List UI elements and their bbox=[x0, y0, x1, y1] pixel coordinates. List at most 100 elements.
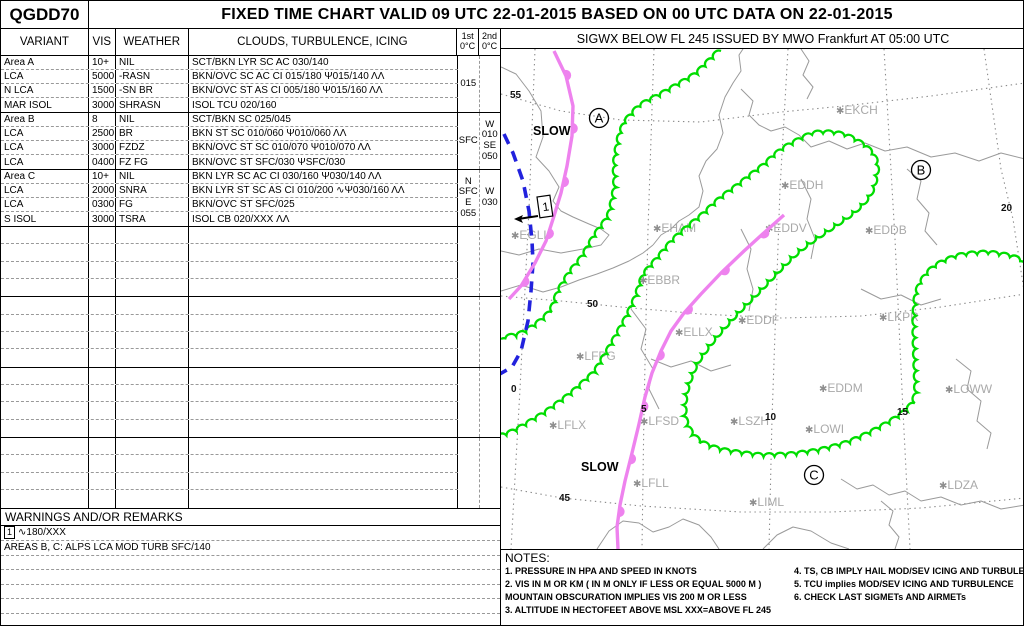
front-movement-label: SLOW bbox=[581, 460, 619, 474]
coastline bbox=[762, 526, 850, 549]
cell-weather bbox=[116, 349, 189, 367]
coastline bbox=[800, 49, 814, 100]
sigwx-area-boundary bbox=[501, 49, 722, 341]
airport-label: ✱EDDH bbox=[781, 178, 823, 192]
table-row bbox=[1, 402, 458, 420]
warm-front-symbol bbox=[546, 228, 554, 239]
cell-vis: 1500 bbox=[89, 84, 116, 97]
cell-weather bbox=[116, 261, 189, 279]
note-item: 5. TCU implies MOD/SEV ICING AND TURBULE… bbox=[793, 579, 1014, 590]
warnings-empty-lines bbox=[1, 556, 500, 626]
table-row bbox=[1, 227, 458, 245]
graticule-line bbox=[883, 49, 911, 549]
cell-clouds bbox=[189, 227, 458, 244]
cell-clouds: BKN/OVC ST SFC/030 ΨSFC/030 bbox=[189, 155, 458, 169]
cell-variant: Area A bbox=[1, 56, 89, 69]
airport-label: ✱LOWI bbox=[805, 422, 844, 436]
cell-clouds bbox=[189, 385, 458, 402]
airport-label: ✱LOWW bbox=[945, 382, 993, 396]
col-header-vis: VIS bbox=[89, 29, 116, 55]
cell-vis: 10+ bbox=[89, 170, 116, 183]
warnings-title: WARNINGS AND/OR REMARKS bbox=[1, 509, 500, 526]
cell-clouds bbox=[189, 402, 458, 419]
coastline bbox=[501, 66, 610, 256]
chart-title: FIXED TIME CHART VALID 09 UTC 22-01-2015… bbox=[221, 5, 893, 23]
trough-line bbox=[501, 133, 535, 376]
cell-weather: FG bbox=[116, 198, 189, 211]
cell-variant bbox=[1, 261, 89, 279]
cell-variant: MAR ISOL bbox=[1, 98, 89, 112]
graticule-label: 45 bbox=[559, 493, 571, 504]
airport-label: ✱EDDB bbox=[865, 223, 907, 237]
cell-second-zero: W 010 SE 050 bbox=[481, 118, 498, 162]
cell-vis bbox=[89, 419, 116, 438]
table-row bbox=[1, 385, 458, 403]
table-group bbox=[1, 367, 500, 439]
cell-second-zero bbox=[480, 297, 501, 366]
table-row bbox=[1, 261, 458, 280]
coastline bbox=[955, 358, 992, 450]
table-row: LCA 0300 FG BKN/OVC ST SFC/025 bbox=[1, 198, 458, 212]
cell-weather: FZ FG bbox=[116, 155, 189, 169]
airport-label: ✱LFSD bbox=[640, 414, 679, 428]
coastline bbox=[860, 288, 942, 306]
warnings-empty-line bbox=[1, 570, 500, 585]
graticule-label: 50 bbox=[587, 299, 599, 310]
cell-weather bbox=[116, 244, 189, 261]
notes-box: NOTES: 1. PRESSURE IN HPA AND SPEED IN K… bbox=[501, 549, 1024, 625]
note-item: MOUNTAIN OBSCURATION IMPLIES VIS 200 M O… bbox=[505, 592, 747, 603]
area-letter: A bbox=[595, 111, 604, 126]
warning-ref-text: ∿180/XXX bbox=[18, 527, 66, 538]
table-row: LCA 2500 BR BKN ST SC 010/060 Ψ010/060 ΛΛ bbox=[1, 127, 458, 141]
cell-second-zero: W 030 bbox=[481, 186, 498, 208]
cell-weather: FZDZ bbox=[116, 141, 189, 154]
cell-clouds bbox=[189, 419, 458, 438]
cell-variant bbox=[1, 490, 89, 508]
cell-variant: LCA bbox=[1, 198, 89, 211]
cell-weather bbox=[116, 455, 189, 472]
warm-front-symbol bbox=[571, 122, 578, 134]
cell-weather: NIL bbox=[116, 56, 189, 69]
cell-weather bbox=[116, 297, 189, 314]
col-header-weather: WEATHER bbox=[116, 29, 189, 55]
cell-variant: LCA bbox=[1, 184, 89, 197]
table-row bbox=[1, 314, 458, 333]
annotation-ref-number: 1 bbox=[542, 199, 551, 214]
cell-first-zero: SFC bbox=[458, 113, 480, 169]
area-circle bbox=[803, 464, 825, 486]
area-letter: B bbox=[917, 163, 926, 178]
table-row bbox=[1, 349, 458, 367]
cell-variant bbox=[1, 332, 89, 349]
cell-vis: 8 bbox=[89, 113, 116, 126]
cell-variant bbox=[1, 314, 89, 332]
cell-vis bbox=[89, 438, 116, 455]
front-movement-label: SLOW bbox=[533, 124, 571, 138]
graticule-label: 15 bbox=[897, 407, 909, 418]
warm-front-symbol bbox=[520, 276, 530, 287]
cell-weather: TSRA bbox=[116, 212, 189, 226]
cell-variant: S ISOL bbox=[1, 212, 89, 226]
map-title: SIGWX BELOW FL 245 ISSUED BY MWO Frankfu… bbox=[501, 29, 1023, 49]
cell-vis bbox=[89, 297, 116, 314]
warm-front-symbol bbox=[657, 349, 665, 361]
warm-front-line bbox=[507, 50, 575, 301]
note-item: 4. TS, CB IMPLY HAIL MOD/SEV ICING AND T… bbox=[793, 566, 1024, 576]
airport-label: ✱LDZA bbox=[939, 478, 978, 492]
warm-front-symbol bbox=[562, 176, 570, 188]
cell-clouds bbox=[189, 490, 458, 508]
cell-variant bbox=[1, 349, 89, 367]
cell-variant bbox=[1, 419, 89, 438]
cell-clouds bbox=[189, 455, 458, 472]
airport-label: ✱LIML bbox=[749, 495, 784, 509]
cell-clouds bbox=[189, 472, 458, 490]
warnings-line-1: 1 ∿180/XXX bbox=[1, 526, 500, 541]
table-row bbox=[1, 279, 458, 297]
cell-weather: SHRASN bbox=[116, 98, 189, 112]
coastline bbox=[652, 49, 744, 246]
cell-weather: SNRA bbox=[116, 184, 189, 197]
note-item: 2. VIS IN M OR KM ( IN M ONLY IF LESS OR… bbox=[505, 579, 762, 590]
airport-label: ✱LSZH bbox=[730, 414, 769, 428]
table-group bbox=[1, 438, 500, 509]
note-item: 6. CHECK LAST SIGMETs AND AIRMETs bbox=[793, 592, 966, 603]
